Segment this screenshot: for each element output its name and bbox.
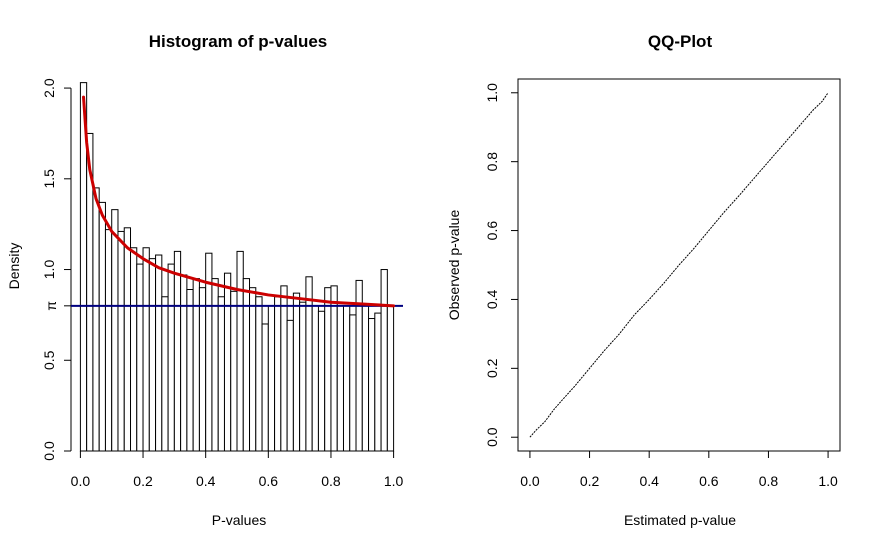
histogram-panel: Histogram of p-values P-values Density 0… (6, 32, 404, 528)
histogram-bar (161, 296, 169, 452)
histogram-x-axis: 0.0 0.2 0.4 0.6 0.8 1.0 (71, 450, 404, 489)
qq-plot-x-tick-label: 1.0 (818, 473, 838, 489)
histogram-bar (342, 305, 351, 452)
histogram-bar (349, 314, 357, 452)
histogram-bar (217, 296, 225, 452)
histogram-bar (361, 305, 370, 452)
histogram-bars (79, 82, 395, 452)
histogram-bar (155, 254, 163, 452)
qq-plot-x-tick-label: 0.0 (520, 473, 540, 489)
qq-plot-y-tick-label: 0.8 (484, 152, 500, 172)
histogram-bar (261, 323, 269, 452)
histogram-bar (286, 319, 294, 452)
qq-plot-panel: QQ-Plot Estimated p-value Observed p-val… (446, 32, 841, 528)
histogram-y-tick-label: 2.0 (41, 78, 57, 98)
histogram-bar (330, 285, 338, 452)
histogram-pi-tick-label: π (43, 301, 59, 311)
histogram-bar (198, 287, 207, 452)
histogram-bar (148, 258, 157, 452)
qq-plot-y-axis-label: Observed p-value (446, 210, 462, 321)
histogram-y-tick-label: 1.0 (41, 260, 57, 280)
histogram-bar (173, 250, 182, 452)
histogram-bar (92, 187, 100, 452)
histogram-y-tick-label: 1.5 (41, 169, 57, 189)
histogram-bar (186, 289, 194, 452)
histogram-bar (130, 247, 138, 452)
qq-plot-x-tick-label: 0.6 (699, 473, 719, 489)
qq-plot-line (529, 92, 829, 438)
qq-plot-x-tick-label: 0.8 (759, 473, 779, 489)
histogram-x-tick-label: 0.4 (196, 473, 216, 489)
qq-plot-x-axis-label: Estimated p-value (624, 512, 736, 528)
histogram-bar (192, 278, 200, 452)
qq-plot-title: QQ-Plot (648, 32, 713, 51)
histogram-bar (311, 305, 319, 452)
histogram-y-tick-label: 0.0 (41, 441, 57, 461)
histogram-bar (324, 287, 332, 452)
histogram-bar (223, 272, 232, 452)
histogram-bar (167, 263, 175, 452)
histogram-bar (111, 209, 119, 452)
histogram-bar (274, 296, 282, 452)
histogram-bar (267, 305, 276, 452)
histogram-y-axis: 0.0 0.5 1.0 1.5 2.0 π (41, 78, 72, 461)
histogram-bar (299, 301, 307, 452)
histogram-bar (142, 247, 150, 452)
fitted-density-curve (82, 95, 396, 308)
qq-plot-y-tick-label: 0.6 (484, 221, 500, 241)
histogram-bar (317, 310, 326, 452)
qq-plot-y-tick-label: 0.0 (484, 427, 500, 447)
histogram-x-tick-label: 0.0 (71, 473, 91, 489)
histogram-x-tick-label: 1.0 (384, 473, 404, 489)
histogram-bar (380, 269, 388, 452)
histogram-bar (104, 229, 113, 452)
histogram-bar (230, 290, 238, 452)
qq-plot-x-tick-label: 0.2 (580, 473, 600, 489)
histogram-title: Histogram of p-values (149, 32, 328, 51)
histogram-bar (305, 276, 313, 452)
histogram-bar (236, 250, 244, 452)
qq-plot-y-tick-label: 1.0 (484, 83, 500, 103)
qq-plot-x-axis: 0.0 0.2 0.4 0.6 0.8 1.0 (520, 450, 838, 489)
histogram-bar (136, 263, 144, 452)
histogram-x-axis-label: P-values (212, 512, 266, 528)
histogram-bar (249, 287, 257, 452)
qq-plot-x-tick-label: 0.4 (639, 473, 659, 489)
histogram-x-tick-label: 0.2 (133, 473, 153, 489)
histogram-bar (180, 274, 188, 452)
histogram-bar (386, 305, 395, 452)
histogram-y-tick-label: 0.5 (41, 350, 57, 370)
qq-plot-y-tick-label: 0.2 (484, 358, 500, 378)
histogram-bar (242, 278, 251, 452)
histogram-bar (368, 318, 376, 452)
histogram-bar (336, 305, 344, 452)
histogram-y-axis-label: Density (6, 243, 22, 290)
histogram-bar (98, 201, 106, 452)
histogram-bar (123, 227, 132, 452)
histogram-bar (211, 278, 219, 452)
histogram-x-tick-label: 0.8 (321, 473, 341, 489)
histogram-x-tick-label: 0.6 (259, 473, 279, 489)
histogram-bar (280, 285, 288, 452)
histogram-bar (117, 230, 125, 452)
histogram-bar (255, 296, 263, 452)
qq-plot-y-tick-label: 0.4 (484, 289, 500, 309)
histogram-overlay-lines (71, 95, 403, 308)
qq-plot-y-axis: 0.0 0.2 0.4 0.6 0.8 1.0 (484, 83, 519, 447)
histogram-bar (374, 312, 382, 452)
qq-plot-series (529, 92, 829, 438)
histogram-bar (292, 292, 301, 452)
